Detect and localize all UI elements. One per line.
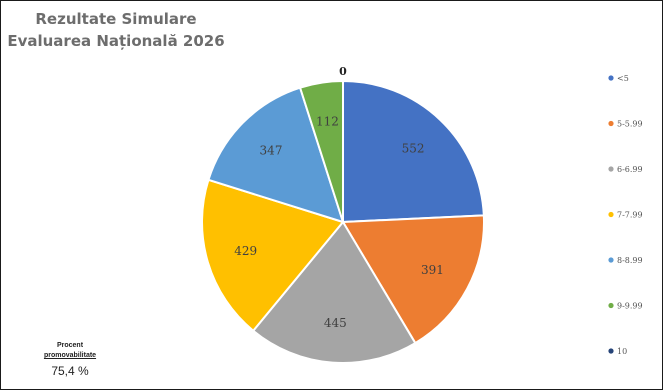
pie-slice-9-9-99: [298, 79, 344, 223]
legend-label-7-7-99: 7-7.99: [617, 211, 643, 220]
data-label-6-6-99: 445: [324, 316, 347, 330]
pie-slice-8-8-99: [207, 86, 345, 224]
pie-slice-6-6-99: [251, 220, 417, 364]
data-label-10: 0: [339, 65, 347, 78]
data-label-5-5-99: 391: [421, 263, 444, 277]
pie-slice-5-5-99: [341, 214, 485, 345]
pie-slice-5: [342, 79, 485, 224]
data-label-7-7-99: 429: [234, 244, 257, 258]
pie-slice-7-7-99: [201, 178, 345, 333]
chart-title-line-2: Evaluarea Națională 2026: [7, 32, 225, 50]
pass-rate-label-2: promovabilitate: [43, 352, 97, 359]
pass-rate-label-1: Procent: [56, 342, 84, 349]
pass-rate-value: 75,4 %: [51, 364, 89, 378]
data-label-8-8-99: 347: [260, 143, 283, 157]
legend-label-6-6-99: 6-6.99: [617, 165, 643, 174]
chart-title: Rezultate Simulare Evaluarea Națională 2…: [6, 8, 226, 52]
legend-label-8-8-99: 8-8.99: [617, 256, 643, 265]
legend-marker-10: [608, 348, 614, 354]
chart-title-line-1: Rezultate Simulare: [35, 10, 197, 28]
data-label-9-9-99: 112: [316, 115, 339, 129]
legend-marker-6-6-99: [608, 166, 614, 172]
legend-marker-8-8-99: [608, 257, 614, 263]
data-label-5: 552: [402, 142, 425, 156]
legend-marker-9-9-99: [608, 302, 614, 309]
legend-marker-7-7-99: [608, 211, 614, 218]
legend-label-10: 10: [617, 347, 627, 356]
pass-rate-box: Procent promovabilitate 75,4 %: [30, 341, 110, 379]
legend-marker-5: [608, 75, 614, 81]
legend-label-5-5-99: 5-5.99: [617, 120, 643, 129]
legend-label-5: <5: [617, 74, 629, 83]
legend-marker-5-5-99: [608, 120, 614, 127]
legend-label-9-9-99: 9-9.99: [617, 302, 643, 311]
